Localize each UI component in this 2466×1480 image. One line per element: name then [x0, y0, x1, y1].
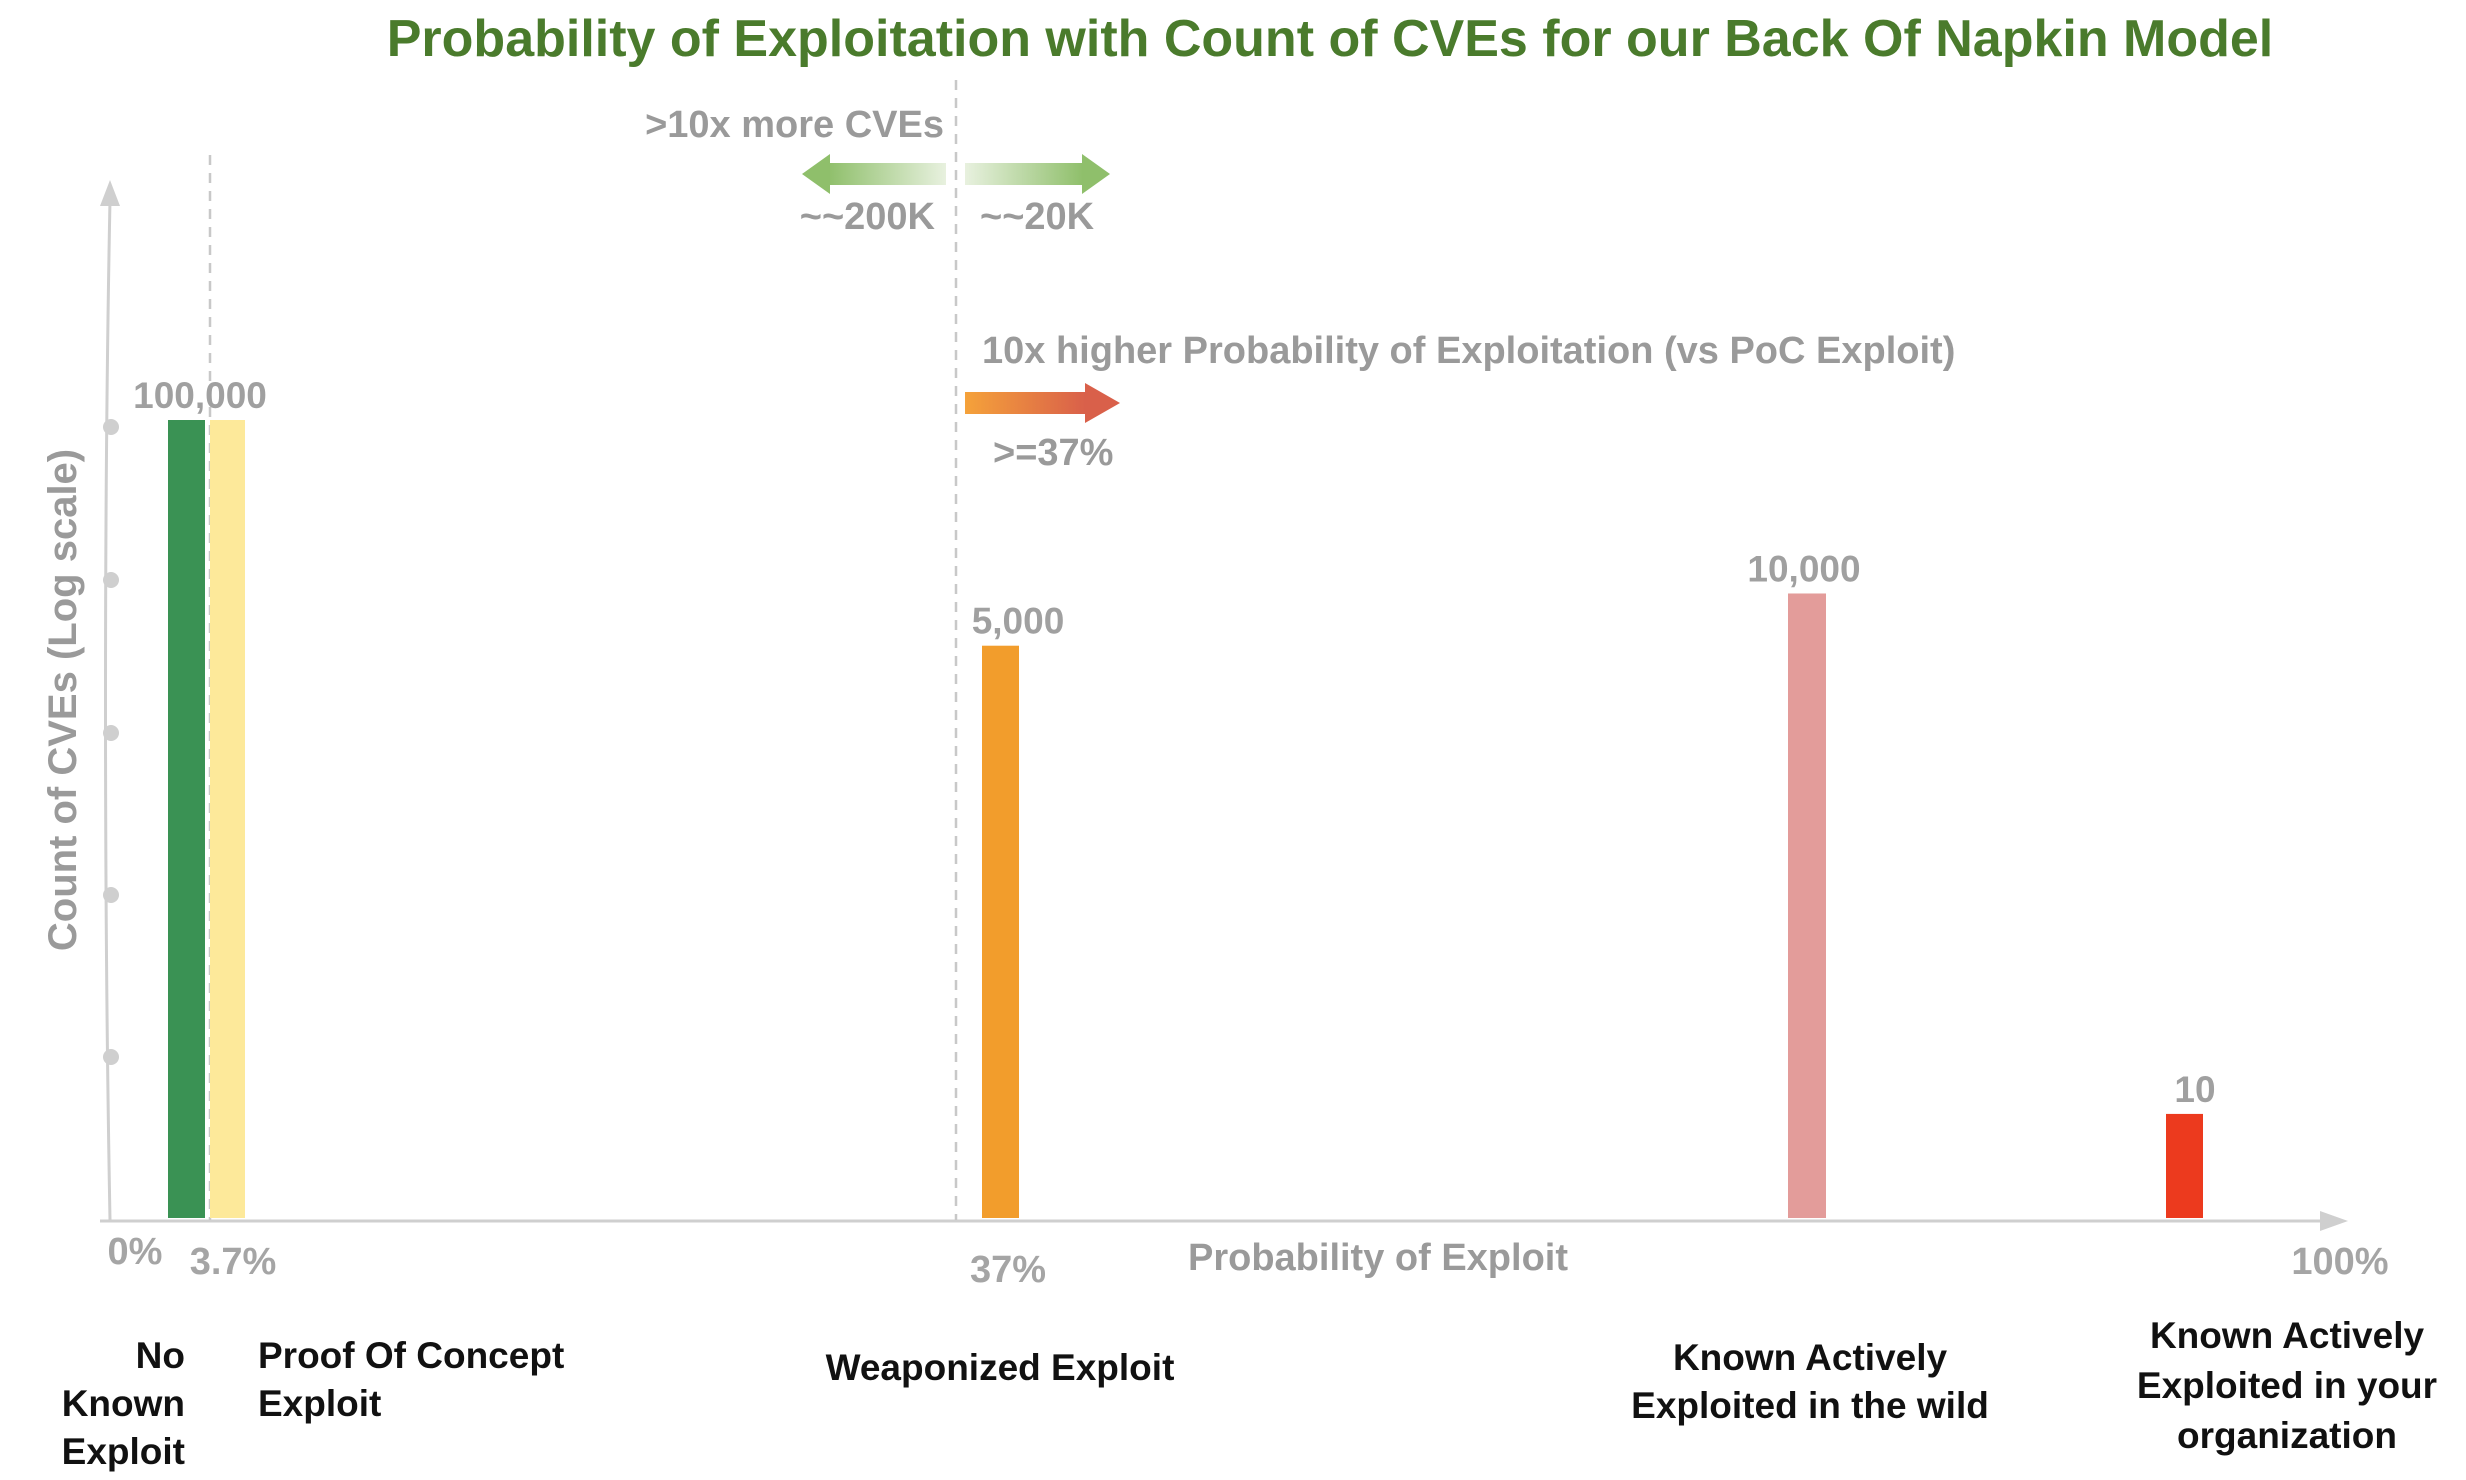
left-arrow: [802, 154, 946, 194]
category-label: organization: [2177, 1415, 2397, 1456]
y-axis-dot: [103, 1049, 119, 1065]
right-arrow-head: [1082, 154, 1110, 194]
category-label: No: [136, 1335, 185, 1376]
bar-value-label: 100,000: [133, 375, 267, 416]
category-label: Exploit: [62, 1431, 185, 1472]
category-label: Exploited in the wild: [1631, 1385, 1989, 1426]
x-tick-label: 100%: [2291, 1241, 2388, 1283]
y-axis-dot: [103, 725, 119, 741]
prob-threshold-label: >=37%: [993, 432, 1113, 474]
bar: [1788, 593, 1826, 1218]
bar-value-label: 10,000: [1747, 548, 1860, 589]
category-label: Known Actively: [2150, 1315, 2425, 1356]
bar-value-label: 10: [2174, 1069, 2215, 1110]
y-axis: [104, 199, 112, 1221]
category-label: Exploit: [258, 1383, 381, 1424]
bar-value-label: 5,000: [972, 601, 1065, 642]
left-arrow-head: [802, 154, 830, 194]
category-label: Known Actively: [1673, 1337, 1948, 1378]
left-count-label: ~~200K: [800, 196, 936, 238]
left-arrow-shaft: [828, 163, 946, 185]
x-axis-label: Probability of Exploit: [1188, 1237, 1568, 1279]
prob-arrow-head: [1085, 383, 1120, 423]
right-arrow-shaft: [965, 163, 1083, 185]
y-axis-dot: [103, 419, 119, 435]
bar: [2166, 1113, 2203, 1218]
x-tick-label: 37%: [970, 1249, 1046, 1291]
y-axis-dot: [103, 572, 119, 588]
x-tick-label: 3.7%: [190, 1241, 277, 1283]
cve-compare-label: >10x more CVEs: [645, 104, 944, 146]
bar: [168, 420, 205, 1218]
category-label: Exploited in your: [2137, 1365, 2437, 1406]
category-label: Proof Of Concept: [258, 1335, 564, 1376]
category-labels: No Known Exploit Proof Of Concept Exploit Wea…: [62, 1315, 2437, 1472]
prob-arrow-shaft: [965, 392, 1085, 414]
category-label: Known: [62, 1383, 185, 1424]
prob-arrow: [965, 383, 1120, 423]
prob-compare-label: 10x higher Probability of Exploitation (…: [982, 330, 1955, 372]
bar: [982, 645, 1019, 1218]
right-arrow: [965, 154, 1110, 194]
y-axis-dots: [103, 419, 119, 1065]
chart-title: Probability of Exploitation with Count o…: [387, 10, 2274, 68]
y-axis-label: Count of CVEs (Log scale): [41, 449, 85, 951]
bars: [168, 420, 2203, 1218]
category-label: Weaponized Exploit: [826, 1347, 1175, 1388]
y-axis-arrowhead: [100, 180, 120, 206]
right-count-label: ~~20K: [980, 196, 1095, 238]
value-labels: 100,000 5,000 10,000 10: [133, 375, 2215, 1110]
x-tick-label: 0%: [108, 1231, 163, 1273]
x-axis-arrowhead: [2320, 1211, 2348, 1231]
y-axis-dot: [103, 887, 119, 903]
bar: [210, 420, 245, 1218]
